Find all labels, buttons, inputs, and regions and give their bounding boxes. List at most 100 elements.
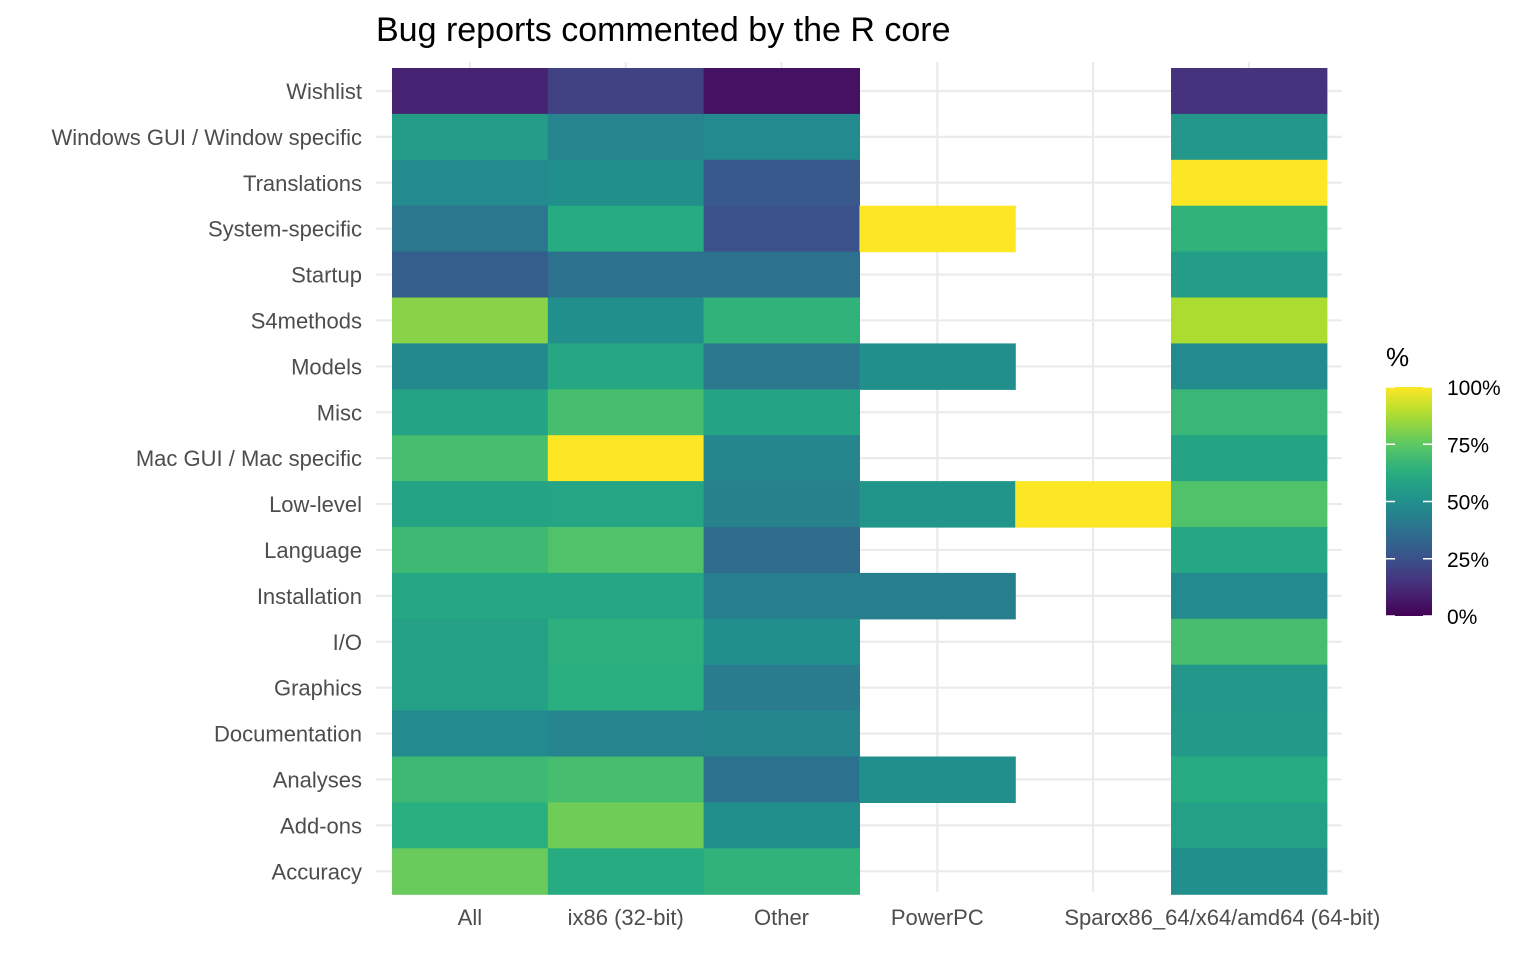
y-tick-label: Startup (291, 263, 362, 288)
heatmap-cell (547, 435, 705, 482)
heatmap-cell (547, 343, 705, 390)
heatmap-cell (703, 68, 860, 115)
legend-title: % (1386, 342, 1409, 372)
heatmap-cell (1171, 710, 1328, 758)
heatmap-cell (859, 205, 1016, 253)
legend-tick-label: 75% (1447, 434, 1489, 457)
legend-tick-label: 100% (1447, 377, 1501, 400)
y-tick-label: Add-ons (280, 813, 362, 838)
y-tick-label: S4methods (251, 308, 362, 333)
heatmap-cell (392, 435, 549, 482)
heatmap-cell (547, 618, 705, 666)
y-tick-label: Windows GUI / Window specific (51, 125, 362, 150)
heatmap-cell (392, 664, 549, 712)
heatmap-cell (703, 481, 860, 528)
heatmap-cell (1171, 848, 1328, 895)
heatmap-cell (547, 756, 705, 803)
x-tick-label: All (458, 905, 482, 930)
heatmap-cell (703, 297, 860, 344)
heatmap-cell (547, 389, 705, 436)
y-tick-label: Analyses (273, 767, 362, 792)
heatmap-cell (547, 848, 705, 895)
heatmap-cell (547, 297, 705, 344)
heatmap-cell (859, 572, 1016, 620)
chart-title: Bug reports commented by the R core (376, 11, 951, 49)
heatmap-cell (392, 710, 549, 758)
heatmap-cell (1171, 664, 1328, 712)
heatmap-cell (547, 802, 705, 849)
heatmap-cell (392, 802, 549, 849)
heatmap-cell (703, 113, 860, 161)
color-legend: % 100% 75% 50% 25% 0% (1386, 342, 1501, 629)
legend-tick-label: 50% (1447, 492, 1489, 515)
y-tick-label: Misc (317, 400, 362, 425)
heatmap-cell (392, 205, 549, 253)
heatmap-cell (1171, 481, 1328, 528)
y-tick-label: Low-level (269, 492, 362, 517)
y-tick-label: Models (291, 354, 362, 379)
heatmap-cell (703, 251, 860, 299)
heatmap-cell (1171, 389, 1328, 436)
heatmap-cell (1171, 756, 1328, 803)
heatmap-cell (703, 572, 860, 620)
heatmap-cell (1171, 205, 1328, 253)
heatmap-cell (392, 251, 549, 299)
heatmap-cell (1171, 618, 1328, 666)
heatmap-cell (392, 618, 549, 666)
y-axis-labels: Wishlist Windows GUI / Window specific Tra… (51, 79, 362, 884)
heatmap-cell (703, 802, 860, 849)
heatmap-cell (1171, 343, 1328, 390)
heatmap-cell (1171, 113, 1328, 161)
heatmap-cell (392, 572, 549, 620)
heatmap-cell (1171, 802, 1328, 849)
heatmap-cell (547, 527, 705, 574)
heatmap-cell (703, 159, 860, 207)
y-tick-label: Wishlist (286, 79, 362, 104)
y-tick-label: Translations (243, 171, 362, 196)
y-tick-label: System-specific (208, 217, 362, 242)
heatmap-cell (547, 113, 705, 161)
y-tick-label: Documentation (214, 722, 362, 747)
heatmap-cell (392, 159, 549, 207)
heatmap-cell (392, 756, 549, 803)
heatmap-cell (547, 159, 705, 207)
heatmap-cell (1171, 435, 1328, 482)
heatmap-cell (1015, 481, 1172, 528)
x-tick-label: ix86 (32-bit) (568, 905, 684, 930)
heatmap-cells (392, 68, 1328, 895)
heatmap-cell (547, 572, 705, 620)
heatmap-cell (1171, 159, 1328, 207)
heatmap-cell (703, 756, 860, 803)
heatmap-cell (703, 389, 860, 436)
heatmap-cell (1171, 251, 1328, 299)
y-tick-label: I/O (333, 630, 362, 655)
heatmap-cell (392, 527, 549, 574)
heatmap-cell (547, 664, 705, 712)
x-tick-label: Other (754, 905, 809, 930)
heatmap-cell (703, 618, 860, 666)
heatmap-cell (859, 481, 1016, 528)
x-tick-label: Sparc (1064, 905, 1121, 930)
heatmap-cell (392, 481, 549, 528)
heatmap-cell (703, 848, 860, 895)
heatmap-cell (392, 68, 549, 115)
heatmap-cell (703, 710, 860, 758)
y-tick-label: Graphics (274, 676, 362, 701)
legend-ticks: 100% 75% 50% 25% 0% (1386, 377, 1501, 629)
heatmap-cell (703, 343, 860, 390)
heatmap-cell (703, 664, 860, 712)
x-axis-labels: All ix86 (32-bit) Other PowerPC Sparcx86_64/… (458, 905, 1381, 930)
y-tick-label: Installation (257, 584, 362, 609)
heatmap-cell (547, 68, 705, 115)
x-tick-label: x86_64/x64/amd64 (64-bit) (1117, 905, 1380, 930)
heatmap-cell (392, 848, 549, 895)
heatmap-cell (1171, 68, 1328, 115)
y-tick-label: Language (264, 538, 362, 563)
heatmap-cell (703, 435, 860, 482)
legend-tick-label: 0% (1447, 606, 1477, 629)
heatmap-cell (547, 710, 705, 758)
heatmap-cell (1171, 527, 1328, 574)
heatmap-cell (547, 251, 705, 299)
heatmap-cell (859, 343, 1016, 390)
